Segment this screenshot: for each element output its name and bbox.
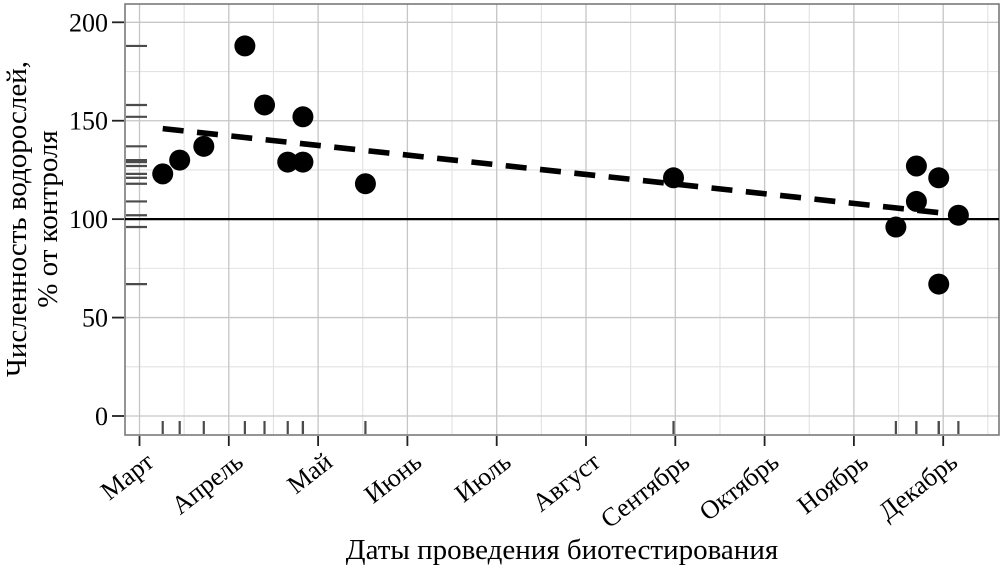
x-tick-label-month: Август (527, 447, 606, 518)
y-axis-title-line1: Численность водорослей, (1, 61, 33, 377)
data-point (234, 35, 256, 57)
data-point (663, 167, 685, 189)
y-tick-label: 150 (69, 107, 108, 136)
data-point (292, 151, 314, 173)
data-point (928, 273, 950, 295)
y-tick-label: 200 (69, 8, 108, 37)
x-tick-label-month: Апрель (166, 447, 249, 520)
data-point (947, 204, 969, 226)
y-tick-label: 0 (95, 402, 108, 431)
y-tick-label: 100 (69, 205, 108, 234)
x-tick-label-month: Май (282, 447, 338, 500)
x-tick-label-month: Октябрь (694, 447, 785, 527)
y-axis-title-line2: % от контроля (32, 130, 64, 308)
data-point (905, 190, 927, 212)
x-tick-label-month: Март (95, 447, 159, 506)
x-tick-label-month: Ноябрь (792, 447, 874, 520)
x-tick-label-month: Июль (449, 447, 516, 508)
data-point (169, 149, 191, 171)
x-axis-title: Даты проведения биотестирования (345, 534, 779, 566)
data-point (277, 151, 299, 173)
data-point (885, 216, 907, 238)
trend-line (162, 125, 964, 218)
x-tick-label-month: Сентябрь (595, 447, 695, 534)
data-point (354, 173, 376, 195)
data-point (928, 167, 950, 189)
y-axis-title: Численность водорослей, % от контроля (1, 61, 64, 377)
data-point (254, 94, 276, 116)
data-point (193, 135, 215, 157)
x-tick-label-month: Июнь (359, 447, 427, 509)
data-point (905, 155, 927, 177)
data-point (152, 163, 174, 185)
data-point (292, 106, 314, 128)
x-tick-label-month: Декабрь (873, 447, 963, 526)
y-tick-label: 50 (82, 304, 108, 333)
